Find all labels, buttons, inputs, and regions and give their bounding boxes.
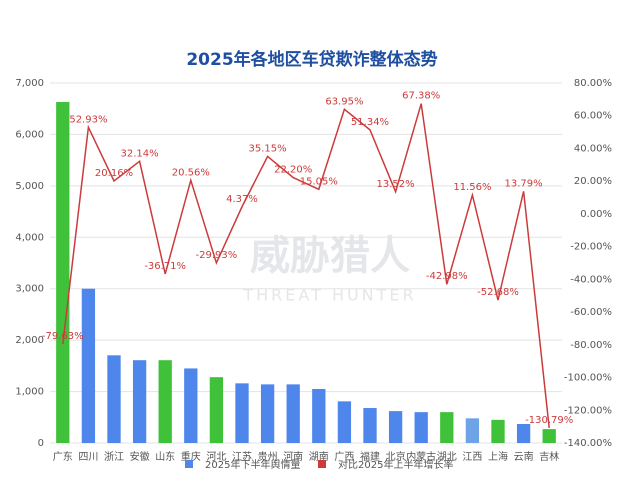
x-tick-label: 江西 xyxy=(462,451,482,463)
y-tick-label: 6,000 xyxy=(15,129,44,140)
data-label: 20.56% xyxy=(172,167,210,178)
x-tick-label: 重庆 xyxy=(181,450,201,463)
data-label: 32.14% xyxy=(121,148,159,159)
x-tick-label: 江苏 xyxy=(232,450,252,463)
x-tick-label: 吉林 xyxy=(539,450,559,463)
data-label: -52.68% xyxy=(477,287,519,298)
data-label: 35.15% xyxy=(249,143,287,154)
x-tick-label: 福建 xyxy=(360,450,380,463)
bar xyxy=(414,412,428,443)
y2-tick-label: -40.00% xyxy=(570,274,612,285)
x-tick-label: 河南 xyxy=(283,450,303,463)
bar xyxy=(158,360,172,443)
data-label: 15.05% xyxy=(300,176,338,187)
data-label: -79.63% xyxy=(42,331,84,342)
data-label: 52.93% xyxy=(69,114,107,125)
legend-swatch xyxy=(318,460,326,468)
bar xyxy=(465,418,480,443)
data-label: 4.37% xyxy=(226,194,258,205)
y2-tick-label: 80.00% xyxy=(574,78,612,89)
bar xyxy=(516,423,531,443)
x-tick-label: 北京 xyxy=(386,450,406,463)
data-label: 63.95% xyxy=(325,96,363,107)
bar xyxy=(184,368,198,443)
data-label: -130.79% xyxy=(525,415,573,426)
x-tick-label: 河北 xyxy=(206,451,226,463)
data-label: -29.93% xyxy=(196,250,238,261)
x-tick-label: 上海 xyxy=(488,450,508,463)
bar xyxy=(235,383,249,443)
x-tick-label: 内蒙古 xyxy=(406,450,436,463)
x-tick-label: 山东 xyxy=(155,450,175,463)
bar xyxy=(286,384,300,443)
data-label: 22.20% xyxy=(274,165,312,176)
line xyxy=(62,103,550,429)
watermark: 威胁猎人 xyxy=(250,233,410,279)
y2-tick-label: -60.00% xyxy=(570,307,612,318)
chart-title: 2025年各地区车贷欺诈整体态势 xyxy=(186,49,437,70)
y2-tick-label: 0.00% xyxy=(580,209,612,220)
bar xyxy=(491,419,505,443)
x-tick-label: 四川 xyxy=(78,452,98,463)
y-tick-label: 1,000 xyxy=(15,387,44,398)
bar xyxy=(388,411,403,443)
bar xyxy=(209,377,224,443)
x-tick-label: 云南 xyxy=(514,450,534,463)
bar xyxy=(440,412,454,443)
data-label: 13.52% xyxy=(377,179,415,190)
y-tick-label: 4,000 xyxy=(15,232,44,243)
data-label: 11.56% xyxy=(453,182,491,193)
bar xyxy=(260,384,275,443)
data-label: 67.38% xyxy=(402,91,440,102)
bar xyxy=(132,360,147,443)
data-label: 20.16% xyxy=(95,168,133,179)
data-label: -36.71% xyxy=(144,261,186,272)
watermark-sub: THREAT HUNTER xyxy=(242,286,416,305)
data-label: 13.79% xyxy=(505,178,543,189)
y-tick-label: 3,000 xyxy=(15,284,44,295)
bar xyxy=(363,408,377,443)
x-tick-label: 广西 xyxy=(334,451,354,463)
x-tick-label: 广东 xyxy=(53,450,73,463)
y2-tick-label: 40.00% xyxy=(574,143,612,154)
bar xyxy=(337,401,352,443)
data-label: -42.98% xyxy=(426,271,468,282)
y2-tick-label: -120.00% xyxy=(564,405,612,416)
y2-tick-label: -80.00% xyxy=(570,340,612,351)
y2-tick-label: -20.00% xyxy=(570,242,612,253)
legend-label: 2025年下半年舆情量 xyxy=(205,458,300,471)
y2-tick-label: -100.00% xyxy=(564,373,612,384)
x-tick-label: 浙江 xyxy=(104,451,124,463)
x-tick-label: 安徽 xyxy=(130,450,150,463)
bar xyxy=(312,389,326,443)
data-label: 51.34% xyxy=(351,117,389,128)
bar xyxy=(107,355,121,443)
y2-tick-label: 60.00% xyxy=(574,111,612,122)
y-tick-label: 0 xyxy=(38,438,44,449)
x-tick-label: 贵州 xyxy=(258,450,278,463)
x-tick-label: 湖北 xyxy=(437,451,457,463)
bar xyxy=(81,288,96,443)
legend-swatch xyxy=(185,460,193,468)
x-tick-label: 湖南 xyxy=(309,450,329,463)
y2-tick-label: 20.00% xyxy=(574,176,612,187)
y-tick-label: 5,000 xyxy=(15,181,44,192)
y-tick-label: 7,000 xyxy=(15,78,44,89)
y-tick-label: 2,000 xyxy=(15,335,44,346)
bar xyxy=(542,429,556,443)
legend-label: 对比2025年上半年增长率 xyxy=(338,458,453,471)
y2-tick-label: -140.00% xyxy=(564,438,612,449)
bar xyxy=(56,102,70,444)
